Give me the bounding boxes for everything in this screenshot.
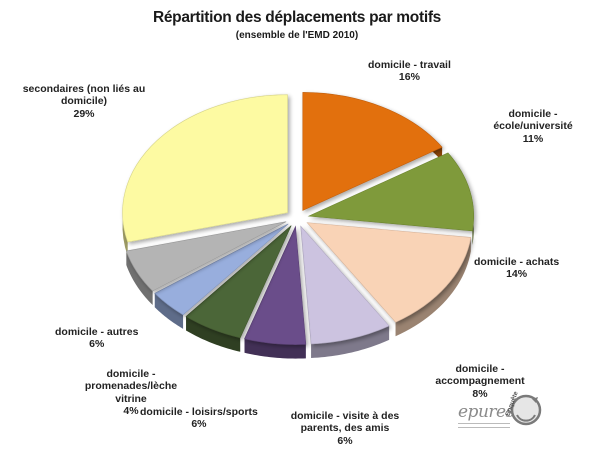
pie-slice bbox=[306, 222, 472, 323]
slice-label-autres: domicile - autres 6% bbox=[55, 313, 138, 363]
slice-percent: 11% bbox=[522, 132, 544, 145]
slice-percent: 29% bbox=[73, 107, 95, 120]
pie-slice bbox=[185, 225, 292, 339]
pie-slice-side bbox=[126, 251, 153, 306]
slice-percent: 14% bbox=[506, 268, 528, 280]
chart-title: Répartition des déplacements par motifs bbox=[152, 9, 442, 26]
slice-name: domicile - visite à des parents, des ami… bbox=[290, 409, 400, 435]
pie-slice-side bbox=[395, 237, 471, 337]
pie-slice bbox=[154, 223, 289, 316]
slice-name: domicile - accompagnement bbox=[435, 362, 525, 388]
slice-percent: 6% bbox=[191, 418, 207, 430]
pie-slice-side bbox=[154, 293, 184, 329]
enquete-logo: Enquête bbox=[504, 390, 543, 427]
slice-name: domicile - loisirs/sports bbox=[140, 405, 258, 418]
pie-chart bbox=[122, 92, 475, 359]
chart-subtitle: (ensemble de l'EMD 2010) bbox=[235, 30, 359, 41]
pie-slice-side bbox=[186, 316, 241, 352]
pie-slice-side bbox=[244, 338, 306, 359]
epures-logo: epures bbox=[458, 402, 514, 428]
slice-label-travail: domicile - travail 16% bbox=[368, 46, 451, 96]
slice-percent: 6% bbox=[89, 338, 105, 350]
slice-label-promenades: domicile - promenades/lèche vitrine 4% bbox=[72, 355, 190, 430]
pie-slice bbox=[122, 94, 288, 243]
slice-percent: 16% bbox=[398, 71, 420, 83]
slice-label-accompagnement: domicile - accompagnement 8% bbox=[432, 350, 528, 413]
slice-name: domicile - école/université bbox=[493, 107, 573, 133]
pie-slice bbox=[125, 221, 287, 292]
enquete-logo-icon bbox=[510, 394, 542, 426]
slice-percent: 4% bbox=[123, 405, 139, 417]
slice-tops bbox=[122, 92, 475, 345]
pie-slice bbox=[302, 92, 443, 211]
slice-label-achats: domicile - achats 14% bbox=[474, 243, 559, 293]
slice-label-secondaires: secondaires (non liés au domicile) 29% bbox=[12, 70, 156, 133]
pie-slice bbox=[307, 152, 475, 232]
slice-name: domicile - travail bbox=[368, 58, 451, 71]
pie-slice-side bbox=[311, 325, 390, 358]
slice-name: domicile - autres bbox=[55, 325, 139, 338]
slice-name: secondaires (non liés au domicile) bbox=[22, 82, 146, 108]
slice-label-visite: domicile - visite à des parents, des ami… bbox=[282, 397, 408, 460]
slice-name: domicile - achats bbox=[474, 255, 560, 268]
slice-label-ecole: domicile - école/université 11% bbox=[492, 95, 574, 158]
slice-label-loisirs: domicile - loisirs/sports 6% bbox=[140, 393, 258, 443]
pie-slice bbox=[244, 225, 307, 345]
slice-percent: 8% bbox=[472, 387, 488, 400]
slice-percent: 6% bbox=[337, 434, 353, 447]
slice-name: domicile - promenades/lèche vitrine bbox=[84, 367, 178, 405]
pie-slice bbox=[300, 225, 390, 345]
